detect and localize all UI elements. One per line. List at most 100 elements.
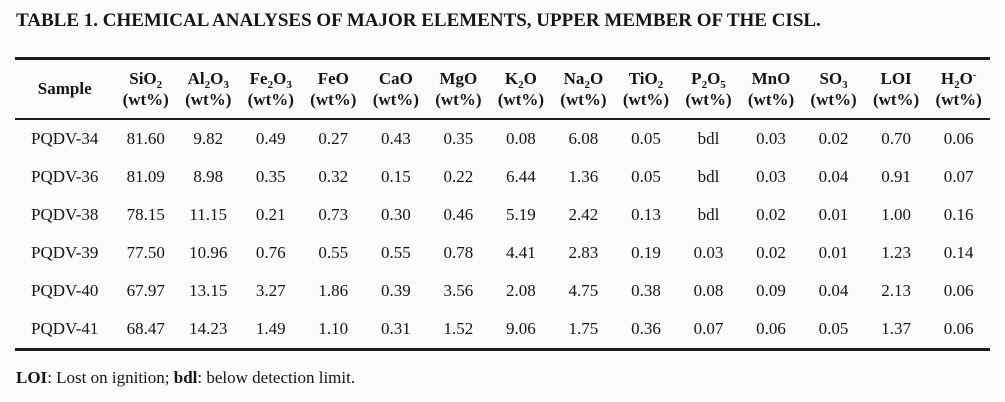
value-cell-so3: 0.04 <box>818 167 849 186</box>
value-cell-fe2o3: 0.49 <box>255 129 286 148</box>
table-footnote: LOI: Lost on ignition; bdl: below detect… <box>16 368 990 388</box>
value-cell-loi: 2.13 <box>881 281 911 300</box>
value-cell-k2o: 2.08 <box>506 281 536 300</box>
value-cell-na2o: 4.75 <box>568 281 599 300</box>
value-cell-feo: 1.10 <box>318 319 349 338</box>
table-body: PQDV-34 81.60 9.82 0.49 0.27 0.43 0.35 0.08 6.08… <box>15 119 990 350</box>
table-row: PQDV-39 77.50 10.96 0.76 0.55 0.55 0.78 4.41 2.8… <box>15 234 990 272</box>
column-header-sample: Sample <box>15 59 114 120</box>
table-row: PQDV-34 81.60 9.82 0.49 0.27 0.43 0.35 0.08 6.08… <box>15 119 990 158</box>
value-cell-h2o: 0.07 <box>943 167 974 186</box>
column-header-na2o: Na2O (wt%) <box>552 59 615 120</box>
column-formula: LOI <box>880 68 912 88</box>
column-header-al2o3: Al2O3 (wt%) <box>177 59 240 120</box>
column-header-loi: LOI (wt%) <box>865 59 928 120</box>
value-cell-al2o3: 14.23 <box>189 319 228 338</box>
column-formula: FeO <box>317 68 349 88</box>
footnote-def-loi: : Lost on ignition; <box>47 368 174 387</box>
value-cell-h2o: 0.06 <box>943 319 974 338</box>
value-cell-p2o5: 0.07 <box>693 319 724 338</box>
chemical-analyses-table: Sample SiO2 (wt%) Al2O3 (wt%) Fe2O3 (wt%) FeO (w… <box>15 57 990 351</box>
value-cell-tio2: 0.38 <box>631 281 661 300</box>
value-cell-mno: 0.03 <box>756 167 786 186</box>
value-cell-mgo: 0.46 <box>443 205 474 224</box>
value-cell-loi: 1.00 <box>881 205 911 224</box>
value-cell-na2o: 2.42 <box>568 205 599 224</box>
value-cell-feo: 0.73 <box>318 205 349 224</box>
value-cell-so3: 0.01 <box>818 243 849 262</box>
value-cell-so3: 0.02 <box>818 129 849 148</box>
column-formula: MnO <box>751 68 791 88</box>
value-cell-mno: 0.02 <box>756 205 786 224</box>
value-cell-k2o: 9.06 <box>506 319 536 338</box>
column-header-mno: MnO (wt%) <box>740 59 803 120</box>
column-unit: (wt%) <box>747 90 795 109</box>
column-formula: K2O <box>504 68 537 91</box>
value-cell-sio2: 67.97 <box>126 281 165 300</box>
value-cell-k2o: 0.08 <box>506 129 536 148</box>
column-formula: SO3 <box>819 68 848 91</box>
value-cell-al2o3: 10.96 <box>189 243 228 262</box>
value-cell-cao: 0.30 <box>380 205 411 224</box>
column-formula: Sample <box>37 79 92 99</box>
value-cell-al2o3: 13.15 <box>189 281 228 300</box>
column-unit: (wt%) <box>185 90 232 109</box>
column-formula: CaO <box>378 68 413 88</box>
column-unit: (wt%) <box>935 90 982 109</box>
sample-cell: PQDV-34 <box>31 129 99 148</box>
value-cell-k2o: 6.44 <box>506 167 536 186</box>
column-header-so3: SO3 (wt%) <box>802 59 865 120</box>
value-cell-al2o3: 8.98 <box>193 167 224 186</box>
value-cell-al2o3: 9.82 <box>193 129 224 148</box>
column-formula: H2O- <box>940 68 977 91</box>
value-cell-mno: 0.09 <box>756 281 786 300</box>
value-cell-h2o: 0.16 <box>943 205 974 224</box>
column-unit: (wt%) <box>622 90 670 109</box>
value-cell-mgo: 3.56 <box>443 281 474 300</box>
value-cell-fe2o3: 0.35 <box>255 167 286 186</box>
value-cell-tio2: 0.13 <box>631 205 661 224</box>
column-unit: (wt%) <box>310 90 357 109</box>
value-cell-al2o3: 11.15 <box>189 205 228 224</box>
value-cell-fe2o3: 1.49 <box>255 319 286 338</box>
value-cell-feo: 1.86 <box>318 281 349 300</box>
table-row: PQDV-36 81.09 8.98 0.35 0.32 0.15 0.22 6.44 1.36… <box>15 158 990 196</box>
value-cell-fe2o3: 0.21 <box>255 205 286 224</box>
value-cell-cao: 0.15 <box>380 167 411 186</box>
value-cell-mno: 0.02 <box>756 243 786 262</box>
sample-cell: PQDV-40 <box>31 281 99 300</box>
value-cell-fe2o3: 3.27 <box>255 281 286 300</box>
value-cell-na2o: 1.36 <box>568 167 599 186</box>
column-header-feo: FeO (wt%) <box>302 59 365 120</box>
footnote-term-bdl: bdl <box>173 368 198 387</box>
value-cell-cao: 0.55 <box>380 243 411 262</box>
column-formula: Fe2O3 <box>249 68 292 91</box>
value-cell-tio2: 0.05 <box>631 167 661 186</box>
value-cell-p2o5: 0.08 <box>693 281 724 300</box>
column-unit: (wt%) <box>372 90 419 109</box>
footnote-term-loi: LOI <box>16 368 48 387</box>
value-cell-p2o5: bdl <box>697 205 720 224</box>
column-formula: P2O5 <box>691 68 726 91</box>
value-cell-loi: 0.70 <box>881 129 911 148</box>
column-unit: (wt%) <box>122 90 169 109</box>
sample-cell: PQDV-38 <box>31 205 99 224</box>
value-cell-cao: 0.31 <box>380 319 411 338</box>
paper-table-figure: TABLE 1. CHEMICAL ANALYSES OF MAJOR ELEM… <box>15 10 990 388</box>
table-header: Sample SiO2 (wt%) Al2O3 (wt%) Fe2O3 (wt%) FeO (w… <box>15 58 990 120</box>
column-unit: (wt%) <box>435 90 482 109</box>
column-header-cao: CaO (wt%) <box>365 59 428 120</box>
value-cell-cao: 0.39 <box>380 281 411 300</box>
value-cell-loi: 0.91 <box>881 167 911 186</box>
value-cell-mgo: 0.22 <box>443 167 474 186</box>
value-cell-mgo: 0.78 <box>443 243 474 262</box>
value-cell-loi: 1.37 <box>881 319 911 338</box>
value-cell-mno: 0.06 <box>756 319 786 338</box>
value-cell-sio2: 78.15 <box>126 205 165 224</box>
value-cell-na2o: 6.08 <box>568 129 599 148</box>
table-row: PQDV-41 68.47 14.23 1.49 1.10 0.31 1.52 9.06 1.7… <box>15 310 990 350</box>
column-header-mgo: MgO (wt%) <box>427 59 490 120</box>
sample-cell: PQDV-41 <box>31 319 99 338</box>
value-cell-so3: 0.05 <box>818 319 849 338</box>
value-cell-na2o: 1.75 <box>568 319 599 338</box>
